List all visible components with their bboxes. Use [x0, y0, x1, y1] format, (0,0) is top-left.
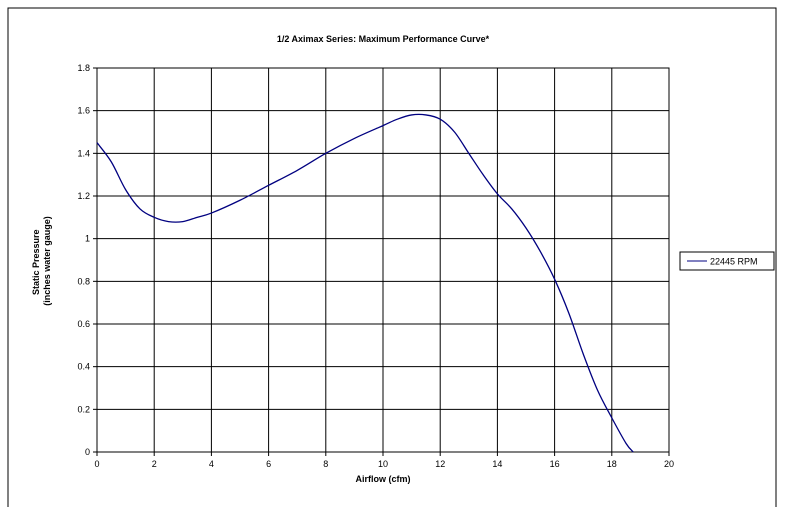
chart-title: 1/2 Aximax Series: Maximum Performance C… — [277, 34, 490, 44]
x-tick-label-2: 4 — [209, 459, 214, 469]
x-tick-label-8: 16 — [550, 459, 560, 469]
y-tick-label-0: 0 — [85, 447, 90, 457]
y-axis-label: Static Pressure (inches water gauge) — [31, 216, 52, 306]
y-tick-label-4: 0.8 — [77, 276, 90, 286]
x-tick-label-0: 0 — [94, 459, 99, 469]
axes — [93, 67, 670, 456]
y-tick-label-2: 0.4 — [77, 362, 90, 372]
legend-label: 22445 RPM — [710, 257, 758, 267]
y-axis-label-line-1: Static Pressure — [31, 229, 41, 295]
legend: 22445 RPM — [679, 251, 775, 271]
y-tick-label-8: 1.6 — [77, 106, 90, 116]
y-tick-label-6: 1.2 — [77, 191, 90, 201]
y-tick-label-3: 0.6 — [77, 319, 90, 329]
x-tick-label-3: 6 — [266, 459, 271, 469]
legend-box — [679, 251, 775, 271]
y-axis-label-line-2: (inches water gauge) — [42, 216, 52, 306]
series-line-0 — [96, 113, 634, 453]
x-tick-label-4: 8 — [323, 459, 328, 469]
y-tick-label-9: 1.8 — [77, 63, 90, 73]
y-tick-label-7: 1.4 — [77, 148, 90, 158]
y-tick-label-1: 0.2 — [77, 404, 90, 414]
tick-labels: 0 2 4 6 8 10 12 14 16 18 20 0 0.2 0.4 0.6 0.8 1 1.2 1.4 1.6… — [77, 63, 674, 469]
x-axis-label: Airflow (cfm) — [356, 474, 411, 484]
chart-border — [7, 7, 777, 512]
x-tick-label-9: 18 — [607, 459, 617, 469]
series-lines — [96, 113, 634, 453]
x-tick-label-7: 14 — [492, 459, 502, 469]
y-tick-label-5: 1 — [85, 234, 90, 244]
x-tick-label-10: 20 — [664, 459, 674, 469]
x-tick-label-1: 2 — [152, 459, 157, 469]
x-tick-label-6: 12 — [435, 459, 445, 469]
x-tick-label-5: 10 — [378, 459, 388, 469]
